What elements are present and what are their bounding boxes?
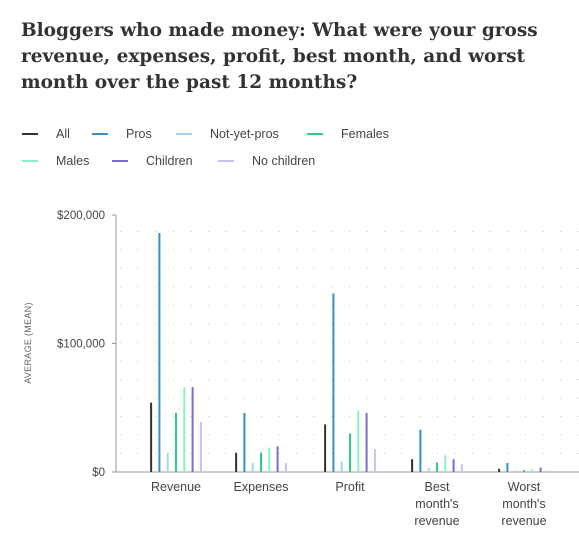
bar-all-3[interactable] xyxy=(411,459,414,472)
bar-children-0[interactable] xyxy=(191,387,194,472)
x-category-label: Profit xyxy=(335,480,365,494)
bar-females-0[interactable] xyxy=(175,412,177,472)
bar-males-0[interactable] xyxy=(183,387,186,472)
legend-item-no-children[interactable]: No children xyxy=(218,154,315,168)
y-tick-label: $200,000 xyxy=(57,210,105,222)
bar-not-yet-pros-0[interactable] xyxy=(166,452,169,472)
bar-pros-2[interactable] xyxy=(332,293,335,472)
bar-children-4[interactable] xyxy=(539,467,542,472)
legend-label-pros: Pros xyxy=(126,127,152,141)
legend-item-pros[interactable]: Pros xyxy=(92,127,152,141)
legend-swatch-not-yet-pros xyxy=(176,133,192,135)
bar-not-yet-pros-3[interactable] xyxy=(427,468,430,472)
bar-all-1[interactable] xyxy=(235,452,238,472)
legend-swatch-females xyxy=(307,133,323,135)
bar-children-1[interactable] xyxy=(276,446,279,472)
bars xyxy=(150,232,550,472)
gridlines xyxy=(120,231,579,454)
legend-swatch-children xyxy=(112,160,128,162)
bar-not-yet-pros-1[interactable] xyxy=(251,463,254,472)
bar-all-2[interactable] xyxy=(324,424,327,472)
bar-children-3[interactable] xyxy=(452,459,455,472)
legend-item-males[interactable]: Males xyxy=(22,154,89,168)
bar-no-children-4[interactable] xyxy=(547,470,550,472)
bar-no-children-0[interactable] xyxy=(199,421,202,472)
bar-males-1[interactable] xyxy=(268,447,271,472)
bar-males-4[interactable] xyxy=(531,469,534,472)
legend-swatch-pros xyxy=(92,133,108,135)
bar-pros-4[interactable] xyxy=(506,463,509,472)
y-axis-title: AVERAGE (MEAN) xyxy=(23,302,33,384)
bar-pros-1[interactable] xyxy=(243,412,246,472)
legend-item-all[interactable]: All xyxy=(22,127,70,141)
x-category-label: Expenses xyxy=(234,480,289,494)
legend-label-all: All xyxy=(56,127,70,141)
bar-no-children-2[interactable] xyxy=(373,448,376,472)
bar-males-2[interactable] xyxy=(357,410,360,472)
x-category-label: Best month's revenue xyxy=(414,480,459,528)
x-category-label: Worst month's revenue xyxy=(501,480,546,528)
bar-pros-3[interactable] xyxy=(419,429,422,472)
bar-children-2[interactable] xyxy=(365,412,368,472)
legend-label-no-children: No children xyxy=(252,154,316,168)
legend-swatch-males xyxy=(22,160,38,162)
category-labels: Revenue Expenses Profit Best month's revenue W… xyxy=(151,480,547,528)
x-category-label: Revenue xyxy=(151,480,201,494)
legend-label-males: Males xyxy=(56,154,90,168)
legend-label-children: Children xyxy=(146,154,193,168)
y-ticks: $0 $100,000 $200,000 xyxy=(57,210,116,479)
legend-item-children[interactable]: Children xyxy=(112,154,193,168)
legend-swatch-no-children xyxy=(218,160,234,162)
y-tick-label: $0 xyxy=(92,467,105,479)
bar-females-1[interactable] xyxy=(260,452,262,472)
legend-label-females: Females xyxy=(341,127,389,141)
legend-item-females[interactable]: Females xyxy=(307,127,389,141)
legend-item-not-yet-pros[interactable]: Not-yet-pros xyxy=(176,127,279,141)
legend-label-not-yet-pros: Not-yet-pros xyxy=(210,127,279,141)
chart-title: Bloggers who made money: What were your … xyxy=(21,20,538,93)
bar-not-yet-pros-2[interactable] xyxy=(340,461,343,472)
bar-no-children-3[interactable] xyxy=(460,464,463,472)
y-tick-label: $100,000 xyxy=(57,339,105,351)
bar-pros-0[interactable] xyxy=(158,232,161,472)
bar-no-children-1[interactable] xyxy=(284,463,287,472)
legend-swatch-all xyxy=(22,133,38,135)
bar-females-3[interactable] xyxy=(436,462,438,472)
bar-females-2[interactable] xyxy=(349,433,351,472)
bar-all-0[interactable] xyxy=(150,402,153,472)
bar-males-3[interactable] xyxy=(444,455,447,472)
bar-females-4[interactable] xyxy=(523,470,525,472)
bar-all-4[interactable] xyxy=(498,468,501,472)
bar-not-yet-pros-4[interactable] xyxy=(514,470,517,472)
